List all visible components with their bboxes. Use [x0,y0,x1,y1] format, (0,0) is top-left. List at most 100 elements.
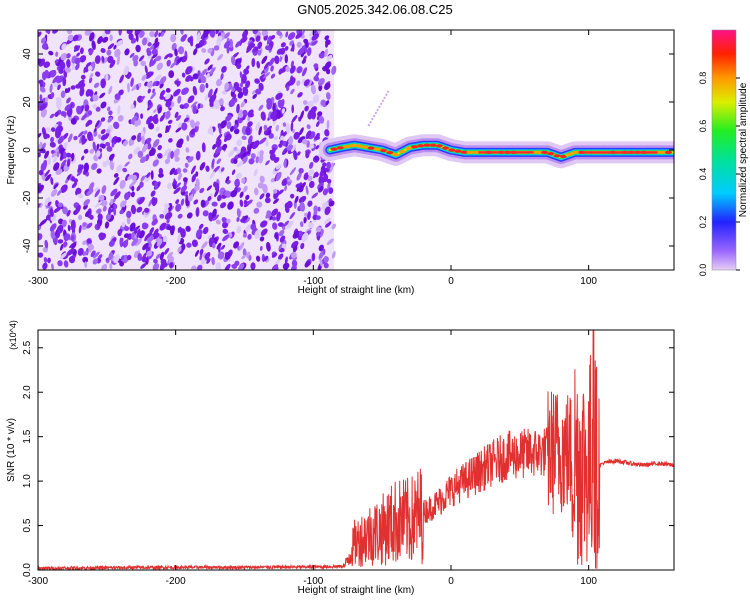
noise-speckle [231,97,238,103]
noise-speckle [220,167,225,172]
noise-speckle [66,97,71,104]
noise-speckle [313,171,318,179]
noise-speckle [155,55,162,62]
noise-speckle [136,228,141,239]
noise-speckle [86,222,93,229]
noise-speckle [322,162,327,167]
noise-speckle [231,86,236,93]
noise-speckle [87,119,93,126]
noise-speckle [91,40,96,50]
noise-speckle [107,43,115,50]
noise-speckle [159,82,164,89]
noise-speckle [252,30,259,35]
noise-speckle [130,204,137,215]
noise-speckle [194,121,200,127]
noise-speckle [59,252,68,259]
noise-speckle [128,33,134,41]
noise-speckle [137,150,144,158]
noise-speckle [292,245,298,253]
noise-speckle [239,191,244,198]
noise-speckle [331,65,337,75]
noise-speckle [324,206,331,216]
noise-speckle [272,189,278,194]
noise-speckle [159,90,166,97]
noise-speckle [276,211,281,222]
noise-speckle [108,240,115,247]
noise-speckle [303,79,310,87]
noise-speckle [266,100,273,110]
noise-speckle [77,131,84,138]
noise-speckle [106,49,112,56]
noise-speckle [233,123,238,130]
noise-speckle [258,126,263,136]
noise-speckle [302,100,308,105]
noise-speckle [256,60,261,69]
noise-speckle [65,178,69,184]
noise-speckle [79,55,87,63]
faint-streak [367,89,390,127]
noise-speckle [200,199,206,208]
noise-speckle [199,83,205,93]
noise-speckle [182,168,188,173]
noise-speckle [250,262,256,270]
ridge-hotspot [336,146,344,150]
noise-speckle [77,79,85,87]
x-tick-label: -300 [28,576,48,587]
noise-speckle [227,201,234,210]
noise-speckle [311,252,316,262]
noise-speckle [71,176,75,182]
noise-speckle [326,178,332,184]
ridge-hotspot [342,145,350,149]
noise-speckle [241,254,246,260]
noise-speckle [136,84,140,91]
noise-speckle [110,198,114,205]
x-tick-label: 100 [580,576,597,587]
noise-speckle [78,224,82,234]
noise-speckle [60,184,68,193]
noise-speckle [67,34,74,41]
noise-speckle [49,141,56,148]
noise-speckle [119,74,125,84]
noise-speckle [286,220,294,229]
noise-speckle [266,35,272,45]
noise-speckle [83,199,91,206]
noise-speckle [150,92,157,100]
figure-title: GN05.2025.342.06.08.C25 [297,2,453,17]
noise-speckle [152,263,160,270]
noise-speckle [298,195,307,204]
noise-speckle [176,138,184,148]
noise-speckle [106,128,111,134]
noise-speckle [61,219,67,228]
noise-speckle [314,135,320,141]
noise-speckle [270,110,278,120]
noise-speckle [152,88,155,94]
noise-speckle [167,119,173,125]
noise-speckle [84,104,90,112]
noise-speckle [169,167,176,176]
noise-speckle [149,45,155,51]
noise-speckle [52,75,59,84]
noise-speckle [158,167,164,175]
noise-speckle [316,121,320,127]
noise-speckle [208,94,217,103]
noise-speckle [328,200,335,207]
noise-speckle [76,170,83,177]
noise-speckle [53,162,60,171]
noise-speckle [72,34,79,42]
noise-speckle [322,65,328,72]
noise-speckle [283,220,290,227]
noise-speckle [96,150,101,157]
noise-speckle [135,32,139,42]
noise-speckle [39,81,43,88]
noise-speckle [200,75,207,84]
ridge-hotspot [380,148,387,153]
noise-speckle [196,32,201,42]
noise-speckle [204,58,210,65]
noise-speckle [311,40,318,46]
noise-speckle [183,117,189,123]
noise-speckle [326,119,330,130]
noise-speckle [135,44,141,53]
noise-speckle [198,223,204,230]
noise-speckle [165,110,171,120]
